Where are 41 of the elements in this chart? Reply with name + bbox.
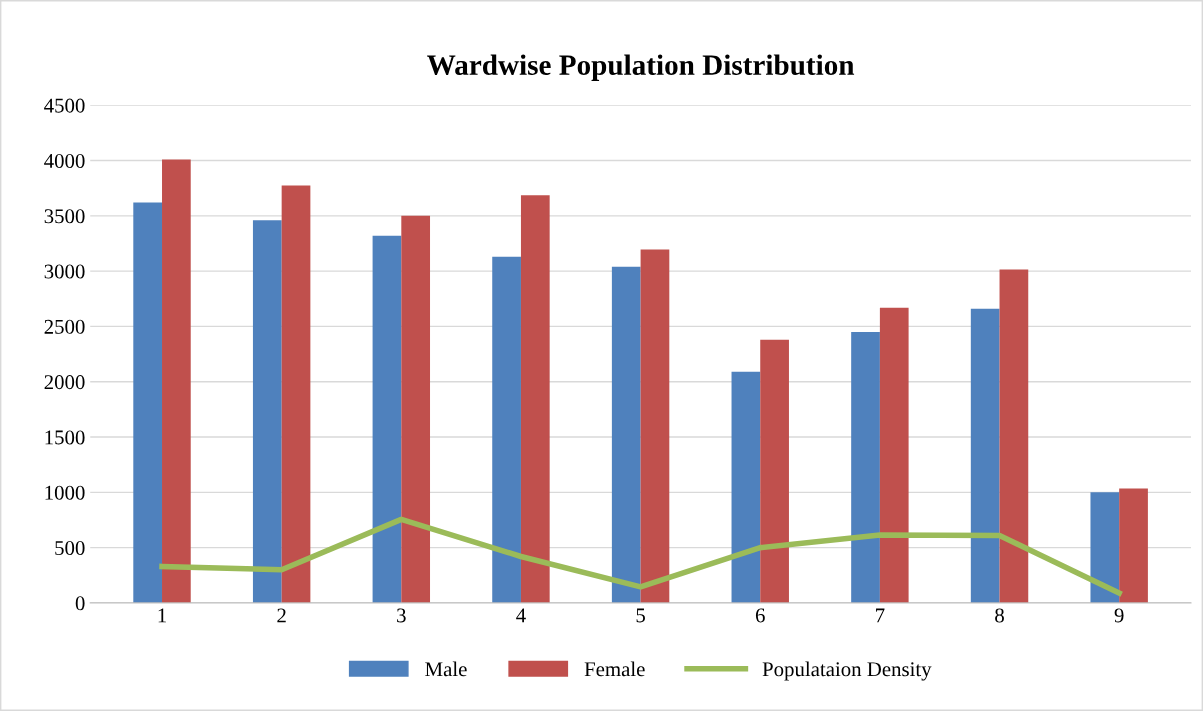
- x-tick-label: 2: [277, 608, 286, 623]
- bar: [162, 159, 191, 603]
- y-tick-label: 4000: [44, 153, 85, 168]
- x-tick-label: 6: [755, 608, 765, 623]
- bar: [731, 371, 761, 603]
- bar: [372, 235, 402, 603]
- y-tick-label: 2500: [44, 319, 85, 334]
- x-tick-label: 1: [158, 608, 166, 623]
- bar: [879, 307, 909, 603]
- bar: [851, 331, 880, 603]
- legend-label: Populataion Density: [762, 661, 932, 681]
- bar: [611, 266, 641, 603]
- bar: [999, 269, 1029, 603]
- bar: [970, 308, 1000, 603]
- bar: [252, 220, 282, 603]
- x-tick-label: 3: [397, 608, 406, 623]
- legend-label: Female: [584, 661, 645, 677]
- chart-title: Wardwise Population Distribution: [427, 54, 855, 81]
- x-tick-label: 9: [1114, 608, 1124, 623]
- x-tick-label: 4: [516, 608, 526, 623]
- x-tick-label: 8: [995, 608, 1004, 623]
- bar: [520, 195, 550, 603]
- bar: [760, 339, 789, 603]
- y-tick-label: 3500: [44, 209, 85, 224]
- bar: [492, 256, 521, 603]
- y-tick-label: 3000: [44, 264, 85, 279]
- bar: [401, 215, 431, 603]
- bar: [640, 249, 670, 603]
- bar: [133, 202, 163, 603]
- legend-label: Male: [425, 661, 467, 677]
- y-tick-label: 0: [75, 596, 85, 611]
- x-tick-label: 7: [876, 608, 885, 623]
- x-tick-label: 5: [636, 608, 645, 623]
- y-tick-label: 1000: [45, 485, 85, 500]
- y-tick-label: 1500: [45, 430, 85, 445]
- bar: [281, 185, 311, 603]
- y-tick-label: 4500: [44, 98, 85, 113]
- bar: [1119, 488, 1148, 603]
- bar: [1090, 492, 1120, 603]
- y-tick-label: 500: [55, 541, 85, 556]
- y-tick-label: 2000: [44, 375, 85, 390]
